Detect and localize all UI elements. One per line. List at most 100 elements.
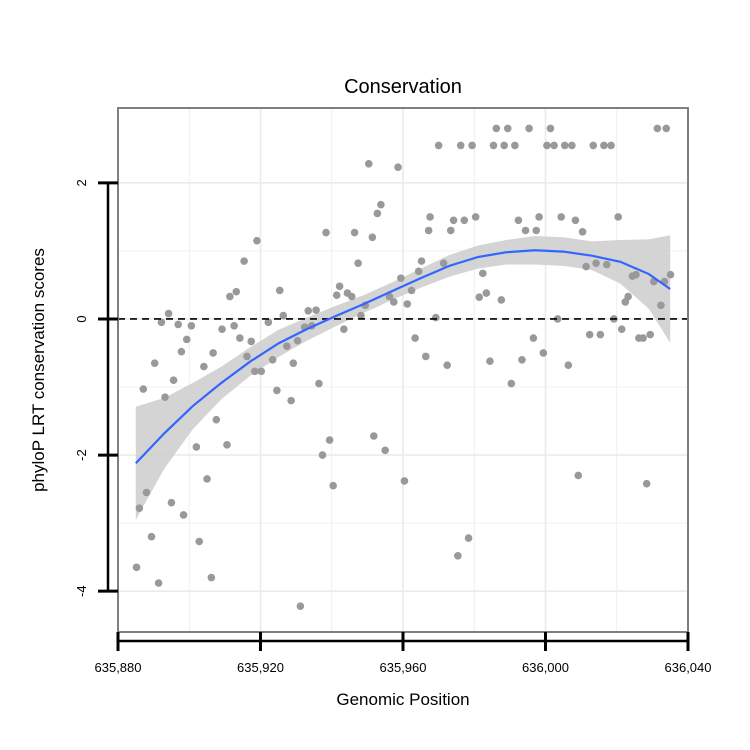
data-point: [209, 349, 217, 357]
data-point: [275, 286, 284, 295]
x-axis: 635,880 635,920 635,960 636,000 636,040: [95, 632, 712, 675]
data-point: [296, 602, 305, 610]
data-point: [397, 274, 405, 282]
x-tick-label: 636,040: [665, 660, 712, 675]
data-point: [157, 318, 166, 327]
data-point: [657, 301, 665, 310]
data-point: [475, 293, 484, 301]
data-point: [521, 226, 530, 235]
data-point: [385, 292, 394, 301]
data-point: [503, 124, 512, 133]
data-point: [479, 269, 487, 278]
data-point: [486, 357, 494, 365]
data-point: [293, 336, 302, 345]
y-axis-label: phyloP LRT conservation scores: [29, 248, 48, 492]
data-point: [585, 330, 594, 339]
data-point: [602, 260, 611, 269]
data-point: [600, 141, 608, 150]
y-tick-label: -4: [74, 585, 89, 597]
data-point: [247, 337, 256, 346]
data-point: [365, 160, 373, 168]
data-point: [646, 330, 655, 339]
y-tick-label: -2: [74, 449, 89, 461]
data-point: [471, 213, 480, 221]
data-point: [212, 415, 221, 424]
data-point: [357, 311, 365, 320]
data-point: [653, 124, 662, 133]
data-point: [578, 228, 587, 236]
data-point: [289, 359, 298, 367]
data-point: [315, 379, 323, 388]
data-point: [532, 226, 541, 235]
data-point: [142, 488, 151, 497]
data-point: [571, 216, 580, 225]
smooth-line-group: [135, 249, 671, 464]
data-point: [179, 511, 188, 519]
data-point: [164, 309, 173, 318]
data-point: [632, 270, 640, 279]
y-tick-label: 2: [74, 179, 89, 186]
x-tick-label: 635,880: [95, 660, 142, 675]
data-point: [240, 257, 248, 265]
data-point: [460, 216, 469, 225]
data-point: [424, 226, 433, 235]
data-point: [514, 216, 523, 225]
data-point: [223, 441, 231, 449]
data-point: [403, 300, 412, 308]
data-point: [592, 259, 600, 267]
data-point: [268, 355, 277, 364]
data-point: [417, 257, 426, 265]
data-point: [304, 306, 313, 315]
data-point: [607, 141, 615, 150]
data-point: [192, 443, 201, 451]
data-point: [439, 259, 448, 267]
data-point: [335, 282, 344, 291]
data-points: [132, 124, 675, 610]
data-point: [411, 334, 419, 342]
data-point: [489, 141, 498, 150]
data-point: [456, 141, 465, 150]
data-point: [568, 141, 576, 150]
data-point: [518, 355, 526, 364]
chart-title: Conservation: [344, 76, 462, 98]
data-point: [543, 141, 551, 150]
data-point: [434, 141, 443, 150]
y-tick-label: 0: [74, 315, 89, 322]
data-point: [381, 446, 389, 455]
data-point: [500, 141, 508, 150]
data-point: [329, 481, 337, 490]
data-point: [539, 349, 548, 357]
data-point: [226, 292, 234, 301]
confidence-band: [135, 235, 671, 520]
data-point: [446, 226, 455, 235]
data-point: [546, 124, 555, 133]
data-point: [454, 551, 462, 560]
data-point: [564, 361, 573, 370]
data-point: [195, 537, 204, 546]
data-point: [400, 477, 409, 485]
data-point: [449, 216, 458, 225]
data-point: [169, 376, 178, 385]
x-tick-label: 636,000: [522, 660, 569, 675]
data-point: [617, 325, 626, 333]
data-point: [369, 432, 378, 440]
data-point: [187, 321, 196, 330]
data-point: [492, 124, 501, 133]
data-point: [511, 141, 519, 150]
data-point: [666, 270, 675, 279]
data-point: [243, 352, 251, 361]
data-point: [200, 362, 208, 371]
data-point: [279, 311, 288, 320]
data-point: [642, 479, 651, 488]
data-point: [332, 291, 341, 299]
data-point: [482, 289, 491, 297]
data-point: [350, 228, 359, 237]
data-point: [312, 306, 320, 314]
data-point: [253, 236, 261, 245]
data-point: [574, 471, 583, 480]
data-point: [414, 267, 423, 276]
data-point: [283, 342, 291, 350]
data-point: [443, 361, 451, 370]
data-point: [589, 141, 598, 150]
data-point: [354, 259, 362, 267]
